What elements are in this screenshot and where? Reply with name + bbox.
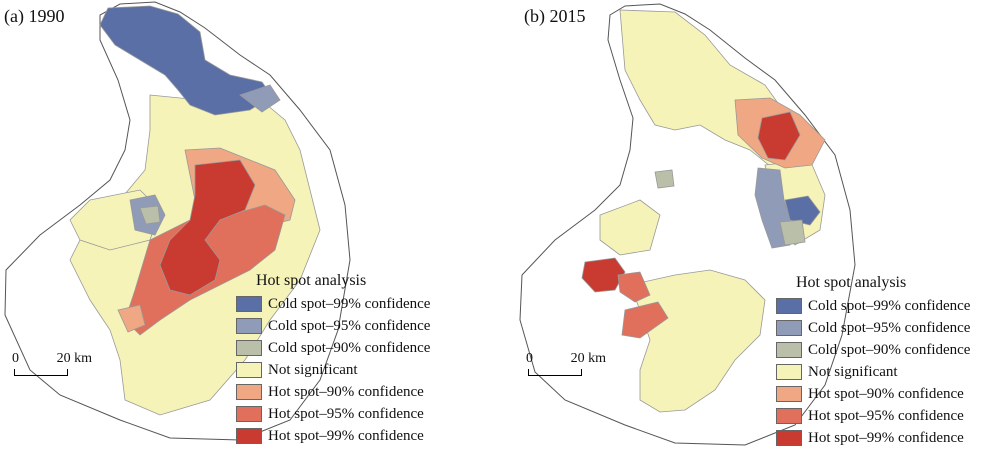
legend-swatch <box>776 298 802 314</box>
region-not-significant-west <box>599 199 661 256</box>
legend-swatch <box>776 364 802 380</box>
legend-label: Cold spot–99% confidence <box>808 297 971 314</box>
region-hot-90-south <box>117 304 146 333</box>
region-cold-90-east <box>779 219 806 246</box>
legend-item-cold-95: Cold spot–95% confidence <box>776 317 970 339</box>
region-hot-99 <box>159 159 256 296</box>
region-hot-95-south <box>621 301 669 339</box>
legend-label: Hot spot–99% confidence <box>268 427 424 444</box>
legend-item-hot-95: Hot spot–95% confidence <box>776 405 970 427</box>
region-cold-99 <box>99 5 273 116</box>
legend-item-hot-90: Hot spot–90% confidence <box>776 383 970 405</box>
legend-swatch <box>776 386 802 402</box>
legend-label: Cold spot–90% confidence <box>268 339 431 356</box>
legend-item-hot-99: Hot spot–99% confidence <box>236 425 430 447</box>
legend-swatch <box>236 296 262 312</box>
region-hot-95-southwest <box>617 271 651 303</box>
map-panel-1990: (a) 1990 Hot spot analysis Cold spot–99%… <box>4 1 430 447</box>
scale-start-label: 0 <box>526 351 533 366</box>
map-1990 <box>4 1 351 441</box>
legend-label: Hot spot–90% confidence <box>268 383 424 400</box>
legend-item-cold-95: Cold spot–95% confidence <box>236 315 430 337</box>
legend-swatch <box>776 408 802 424</box>
panel-title-1990: (a) 1990 <box>4 6 65 26</box>
legend-label: Hot spot–95% confidence <box>268 405 424 422</box>
legend-label: Not significant <box>268 361 358 378</box>
scale-bar-1990: 0 20 km <box>12 351 92 376</box>
legend-item-cold-99: Cold spot–99% confidence <box>236 293 430 315</box>
legend-item-hot-95: Hot spot–95% confidence <box>236 403 430 425</box>
scale-line <box>528 369 582 376</box>
legend-swatch <box>236 428 262 444</box>
legend-1990: Hot spot analysis Cold spot–99% confiden… <box>236 272 430 447</box>
legend-label: Cold spot–95% confidence <box>268 317 431 334</box>
map-panel-2015: (b) 2015 Hot spot analysis Cold spot–99%… <box>500 0 1000 455</box>
legend-label: Hot spot–99% confidence <box>808 429 964 446</box>
legend-label: Hot spot–95% confidence <box>808 407 964 424</box>
scale-end-label: 20 km <box>56 351 92 366</box>
region-hot-99-island <box>581 257 626 293</box>
scale-start-label: 0 <box>12 351 19 366</box>
region-cold-95-north <box>239 84 281 113</box>
legend-swatch <box>236 340 262 356</box>
panel-title-2015: (b) 2015 <box>524 6 586 26</box>
legend-label: Cold spot–90% confidence <box>808 341 971 358</box>
legend-swatch <box>236 362 262 378</box>
legend-label: Hot spot–90% confidence <box>808 385 964 402</box>
legend-item-hot-99: Hot spot–99% confidence <box>776 427 970 449</box>
legend-2015: Hot spot analysis Cold spot–99% confiden… <box>776 274 970 449</box>
legend-swatch <box>236 406 262 422</box>
legend-item-not-significant: Not significant <box>776 361 970 383</box>
legend-swatch <box>776 342 802 358</box>
legend-label: Cold spot–95% confidence <box>808 319 971 336</box>
legend-item-cold-99: Cold spot–99% confidence <box>776 295 970 317</box>
legend-item-hot-90: Hot spot–90% confidence <box>236 381 430 403</box>
legend-label: Not significant <box>808 363 898 380</box>
region-cold-90-north <box>654 169 675 189</box>
region-not-significant-south <box>629 269 766 413</box>
region-hot-99 <box>757 111 801 161</box>
legend-item-cold-90: Cold spot–90% confidence <box>776 339 970 361</box>
map-2015 <box>519 3 856 446</box>
legend-item-cold-90: Cold spot–90% confidence <box>236 337 430 359</box>
region-cold-90-west <box>139 205 161 225</box>
scale-line <box>14 369 68 376</box>
region-cold-99 <box>784 195 821 226</box>
legend-swatch <box>776 430 802 446</box>
legend-swatch <box>236 318 262 334</box>
scale-end-label: 20 km <box>570 351 606 366</box>
legend-title: Hot spot analysis <box>796 274 907 291</box>
legend-label: Cold spot–99% confidence <box>268 295 431 312</box>
legend-title: Hot spot analysis <box>256 272 367 289</box>
legend-item-not-significant: Not significant <box>236 359 430 381</box>
scale-bar-2015: 0 20 km <box>526 351 606 376</box>
legend-swatch <box>776 320 802 336</box>
legend-swatch <box>236 384 262 400</box>
